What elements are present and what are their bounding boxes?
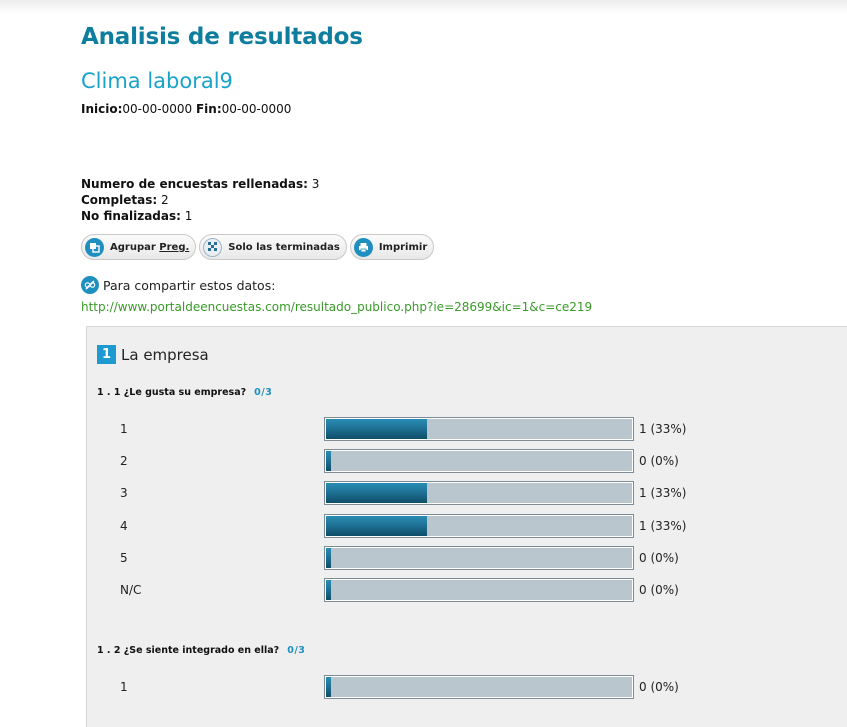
print-label: Imprimir xyxy=(378,241,428,253)
answer-value: 0 (0%) xyxy=(639,583,679,597)
stat-filled-label: Numero de encuestas rellenadas: xyxy=(81,177,308,191)
result-bar-fill xyxy=(326,419,427,439)
answer-label: 1 xyxy=(120,680,128,694)
answer-value: 1 (33%) xyxy=(639,422,687,436)
result-bar-fill xyxy=(326,548,331,568)
only-finished-button[interactable]: Solo las terminadas xyxy=(199,234,347,260)
end-label: Fin: xyxy=(195,102,222,116)
section-title: La empresa xyxy=(121,345,209,364)
question-title: 1 . 1 ¿Le gusta su empresa? 0/3 xyxy=(97,387,272,398)
end-value: 00-00-0000 xyxy=(221,102,292,116)
answer-value: 0 (0%) xyxy=(639,551,679,565)
survey-name: Clima laboral9 xyxy=(81,69,233,93)
toolbar: Agrupar Preg. Solo las terminadas Imprim… xyxy=(81,234,435,260)
stat-complete-value: 2 xyxy=(161,193,169,207)
print-button[interactable]: Imprimir xyxy=(349,234,435,260)
result-bar-track xyxy=(326,419,632,439)
survey-stats: Numero de encuestas rellenadas: 3 Comple… xyxy=(81,176,319,224)
result-bar-fill xyxy=(326,483,427,503)
result-bar xyxy=(324,417,634,441)
stat-complete: Completas: 2 xyxy=(81,192,319,208)
stat-complete-label: Completas: xyxy=(81,193,158,207)
printer-icon xyxy=(353,237,373,257)
question-title: 1 . 2 ¿Se siente integrado en ella? 0/3 xyxy=(97,645,305,656)
result-bar xyxy=(324,675,634,699)
result-bar-fill xyxy=(326,451,331,471)
result-bar xyxy=(324,546,634,570)
answer-label: 2 xyxy=(120,454,128,468)
share-row: Para compartir estos datos: xyxy=(81,276,275,294)
answer-label: 1 xyxy=(120,422,128,436)
result-bar-track xyxy=(326,677,632,697)
result-bar xyxy=(324,481,634,505)
top-shade xyxy=(0,0,847,14)
result-bar-fill xyxy=(326,580,331,600)
question-count: 0/3 xyxy=(254,387,273,398)
question-text: 1 . 2 ¿Se siente integrado en ella? xyxy=(97,645,280,656)
result-bar-fill xyxy=(326,516,427,536)
answer-label: 3 xyxy=(120,486,128,500)
result-bar-track xyxy=(326,451,632,471)
answer-value: 1 (33%) xyxy=(639,486,687,500)
result-bar xyxy=(324,578,634,602)
answer-label: N/C xyxy=(120,583,142,597)
question-count: 0/3 xyxy=(287,645,306,656)
group-questions-label: Agrupar xyxy=(110,241,156,253)
checkered-flag-icon xyxy=(203,237,223,257)
answer-label: 4 xyxy=(120,519,128,533)
result-bar-track xyxy=(326,580,632,600)
section-header: 1 La empresa xyxy=(97,345,209,364)
group-icon xyxy=(85,237,104,257)
share-link[interactable]: http://www.portaldeencuestas.com/resulta… xyxy=(81,300,593,314)
start-label: Inicio: xyxy=(81,102,123,116)
stat-unfinished-label: No finalizadas: xyxy=(81,209,181,223)
page-title: Analisis de resultados xyxy=(81,24,363,50)
section-number: 1 xyxy=(97,345,116,364)
question-text: 1 . 1 ¿Le gusta su empresa? xyxy=(97,387,247,398)
result-bar xyxy=(324,449,634,473)
share-icon xyxy=(81,276,99,294)
only-finished-label: Solo las terminadas xyxy=(228,241,340,253)
group-questions-link[interactable]: Preg. xyxy=(159,241,190,253)
answer-value: 0 (0%) xyxy=(639,454,679,468)
result-bar-track xyxy=(326,483,632,503)
answer-value: 1 (33%) xyxy=(639,519,687,533)
stat-unfinished-value: 1 xyxy=(184,209,193,223)
answer-label: 5 xyxy=(120,551,128,565)
share-text: Para compartir estos datos: xyxy=(103,277,276,293)
stat-filled-value: 3 xyxy=(311,177,320,191)
stat-filled: Numero de encuestas rellenadas: 3 xyxy=(81,176,319,192)
answer-value: 0 (0%) xyxy=(639,680,679,694)
survey-dates: Inicio:00-00-0000 Fin:00-00-0000 xyxy=(81,102,291,116)
result-bar-track xyxy=(326,548,632,568)
group-questions-button[interactable]: Agrupar Preg. xyxy=(81,234,197,260)
result-bar-fill xyxy=(326,677,331,697)
stat-unfinished: No finalizadas: 1 xyxy=(81,208,319,224)
result-bar-track xyxy=(326,516,632,536)
start-value: 00-00-0000 xyxy=(122,102,193,116)
result-bar xyxy=(324,514,634,538)
